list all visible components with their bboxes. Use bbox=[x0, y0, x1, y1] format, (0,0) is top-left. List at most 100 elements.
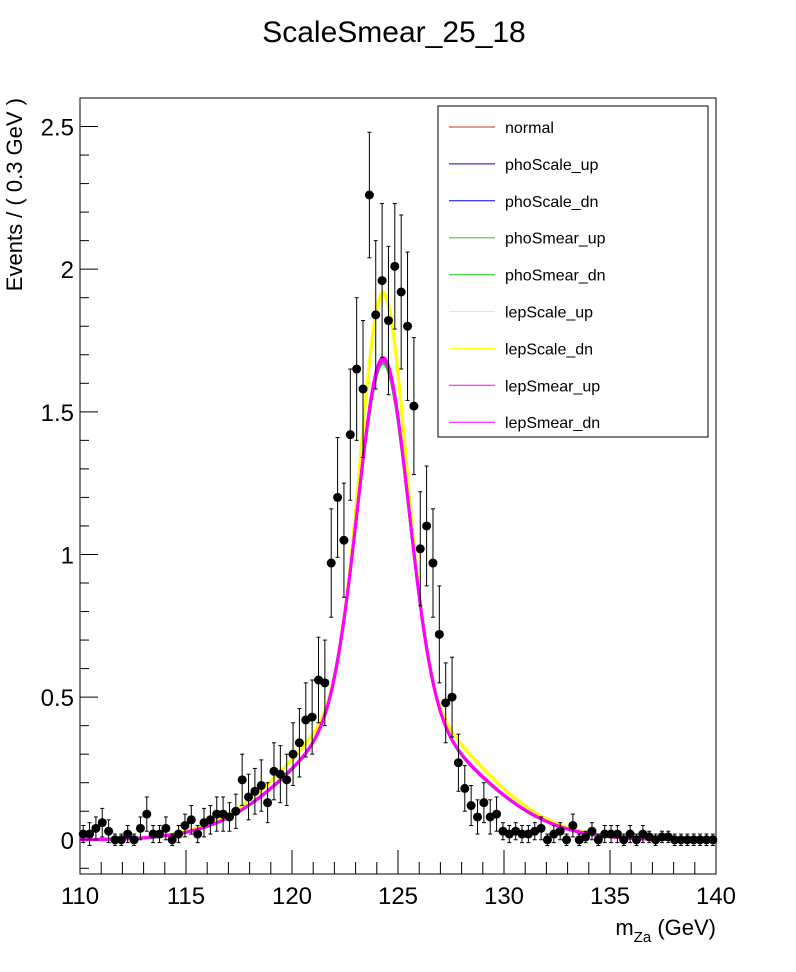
legend-entry-normal: normal bbox=[449, 120, 554, 137]
y-tick-label: 0.5 bbox=[41, 685, 74, 712]
data-marker bbox=[205, 815, 215, 825]
data-point bbox=[415, 491, 425, 607]
data-point bbox=[294, 708, 304, 778]
data-point bbox=[695, 833, 705, 846]
data-point bbox=[142, 796, 152, 832]
y-tick-label: 1.5 bbox=[41, 400, 74, 427]
data-point bbox=[244, 773, 254, 821]
data-point bbox=[581, 830, 591, 844]
data-point bbox=[180, 813, 190, 838]
legend-label: normal bbox=[505, 120, 554, 137]
data-point bbox=[110, 833, 120, 846]
data-marker bbox=[606, 829, 616, 839]
data-point bbox=[479, 782, 489, 824]
data-marker bbox=[263, 798, 273, 808]
data-marker bbox=[294, 738, 304, 748]
data-marker bbox=[237, 775, 247, 785]
data-point bbox=[492, 796, 502, 832]
data-marker bbox=[275, 769, 285, 779]
data-marker bbox=[422, 521, 432, 531]
data-marker bbox=[568, 821, 578, 830]
data-marker bbox=[129, 835, 139, 845]
data-point bbox=[606, 825, 616, 844]
data-marker bbox=[123, 829, 133, 839]
data-marker bbox=[148, 829, 158, 839]
data-marker bbox=[587, 826, 597, 836]
data-marker bbox=[581, 832, 591, 842]
data-point bbox=[104, 819, 114, 844]
data-marker bbox=[542, 835, 552, 845]
data-point bbox=[428, 508, 438, 618]
data-point bbox=[625, 825, 635, 844]
data-marker bbox=[244, 792, 254, 802]
data-marker bbox=[415, 544, 425, 554]
data-point bbox=[339, 482, 349, 598]
data-marker bbox=[307, 712, 317, 722]
legend-entry-phoscale-up: phoScale_up bbox=[449, 157, 599, 174]
x-axis-title-sub: Za bbox=[634, 929, 652, 946]
data-point bbox=[701, 833, 711, 846]
data-point bbox=[676, 833, 686, 846]
data-marker bbox=[562, 835, 572, 845]
legend-entry-lepscale-dn: lepScale_dn bbox=[449, 341, 593, 358]
data-marker bbox=[536, 823, 546, 833]
data-marker bbox=[612, 829, 622, 839]
data-point bbox=[167, 833, 177, 846]
data-marker bbox=[212, 809, 222, 819]
y-axis-title: Events / ( 0.3 GeV ) bbox=[2, 98, 27, 291]
data-point bbox=[371, 240, 381, 390]
data-point bbox=[275, 745, 285, 804]
data-marker bbox=[708, 835, 718, 845]
legend-label: lepScale_dn bbox=[505, 341, 593, 358]
data-marker bbox=[371, 310, 381, 320]
data-point bbox=[161, 816, 171, 841]
data-point bbox=[434, 585, 444, 684]
legend-entry-phoscale-dn: phoScale_dn bbox=[449, 194, 598, 211]
data-point bbox=[85, 822, 95, 846]
data-point bbox=[377, 203, 387, 359]
y-tick-label: 1 bbox=[61, 542, 74, 569]
legend-entry-phosmear-up: phoSmear_up bbox=[449, 231, 606, 248]
data-marker bbox=[434, 629, 444, 639]
x-axis-title-main: m bbox=[615, 915, 633, 940]
data-marker bbox=[250, 786, 260, 796]
data-point bbox=[403, 251, 413, 401]
legend-label: lepSmear_dn bbox=[505, 415, 600, 432]
legend-entry-lepscale-up: lepScale_up bbox=[449, 305, 593, 322]
data-point bbox=[263, 782, 273, 824]
data-marker bbox=[428, 558, 438, 568]
data-point bbox=[708, 833, 718, 846]
legend-label: lepScale_up bbox=[505, 305, 593, 322]
data-marker bbox=[701, 835, 711, 845]
data-marker bbox=[155, 829, 164, 839]
data-marker bbox=[256, 781, 266, 791]
data-marker bbox=[193, 829, 203, 839]
legend-entry-phosmear-dn: phoSmear_dn bbox=[449, 268, 606, 285]
data-marker bbox=[466, 801, 476, 811]
data-marker bbox=[619, 835, 629, 845]
data-marker bbox=[403, 321, 413, 331]
data-point bbox=[269, 742, 279, 801]
y-tick-label: 0 bbox=[61, 828, 74, 855]
data-point bbox=[689, 833, 699, 846]
data-marker bbox=[186, 815, 196, 825]
data-marker bbox=[473, 812, 482, 822]
data-point bbox=[612, 825, 622, 844]
data-marker bbox=[352, 364, 362, 374]
data-marker bbox=[161, 823, 171, 833]
data-point bbox=[587, 822, 597, 841]
legend-label: phoSmear_up bbox=[505, 231, 606, 248]
data-point bbox=[383, 245, 393, 396]
y-tick-label: 2 bbox=[61, 257, 74, 284]
data-point bbox=[562, 833, 572, 846]
data-marker bbox=[689, 835, 699, 845]
data-point bbox=[97, 807, 107, 838]
data-point bbox=[345, 368, 355, 501]
data-point bbox=[593, 833, 603, 846]
data-point bbox=[333, 437, 343, 558]
data-marker bbox=[231, 806, 241, 816]
x-tick-label: 110 bbox=[61, 883, 99, 910]
x-tick-label: 120 bbox=[272, 883, 312, 910]
legend-label: phoScale_up bbox=[505, 157, 599, 174]
data-point bbox=[135, 816, 145, 841]
